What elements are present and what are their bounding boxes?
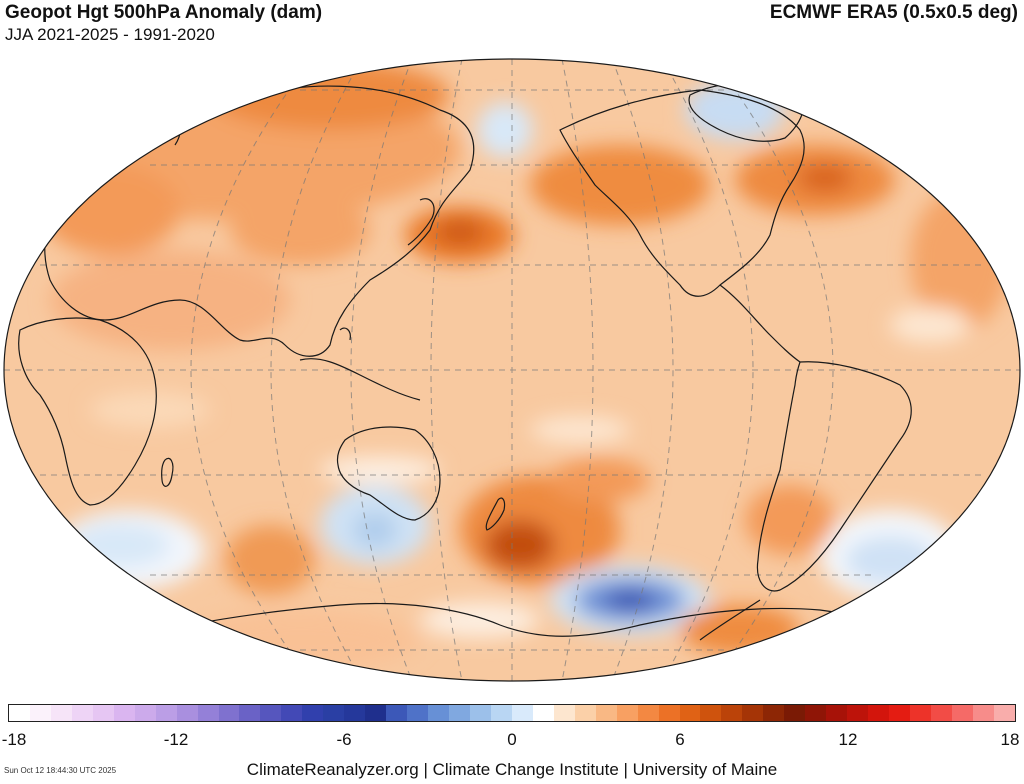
credit-footer: ClimateReanalyzer.org | Climate Change I… (246, 760, 778, 779)
colorbar-cell (574, 705, 596, 721)
colorbar-cell (805, 705, 827, 721)
anomaly-map (3, 58, 1021, 682)
colorbar-tick-label: -6 (336, 730, 352, 749)
colorbar-cell (700, 705, 722, 721)
graticule (4, 59, 1020, 681)
colorbar-cell (763, 705, 785, 721)
colorbar-cell (679, 705, 701, 721)
colorbar (8, 704, 1016, 722)
render-timestamp: Sun Oct 12 18:44:30 UTC 2025 (4, 766, 117, 775)
colorbar-cell (826, 705, 848, 721)
colorbar-cell (134, 705, 156, 721)
colorbar-cell (930, 705, 952, 721)
colorbar-cell (9, 705, 30, 721)
colorbar-tick-label: 0 (507, 730, 517, 749)
colorbar-cell (868, 705, 890, 721)
colorbar-cell (344, 705, 366, 721)
colorbar-cell (428, 705, 450, 721)
colorbar-cell (407, 705, 429, 721)
colorbar-cell (302, 705, 324, 721)
colorbar-cell (889, 705, 910, 721)
colorbar-cell (490, 705, 512, 721)
colorbar-cell (155, 705, 177, 721)
colorbar-cell (71, 705, 93, 721)
colorbar-cell (449, 705, 470, 721)
colorbar-cell (50, 705, 72, 721)
colorbar-cell (972, 705, 994, 721)
map-title: Geopot Hgt 500hPa Anomaly (dam) (5, 2, 323, 23)
colorbar-cell (92, 705, 114, 721)
coastlines (18, 81, 941, 641)
colorbar-cell (29, 705, 51, 721)
colorbar-cell (721, 705, 743, 721)
colorbar-cell (239, 705, 261, 721)
colorbar-cell (637, 705, 659, 721)
colorbar-tick-label: 6 (675, 730, 685, 749)
colorbar-tick-label: -12 (163, 730, 189, 749)
colorbar-cell (784, 705, 806, 721)
colorbar-cell (469, 705, 491, 721)
colorbar-cell (595, 705, 617, 721)
colorbar-cell (658, 705, 680, 721)
colorbar-cell (993, 705, 1015, 721)
colorbar-cell (553, 705, 575, 721)
colorbar-cell (386, 705, 408, 721)
colorbar-cell (616, 705, 638, 721)
anomaly-blobs (4, 60, 1010, 670)
colorbar-cell (176, 705, 198, 721)
map-subtitle: JJA 2021-2025 - 1991-2020 (5, 25, 215, 44)
colorbar-tick-label: 12 (838, 730, 858, 749)
colorbar-cell (323, 705, 345, 721)
colorbar-cell (847, 705, 869, 721)
colorbar-cell (909, 705, 931, 721)
colorbar-cell (532, 705, 554, 721)
colorbar-cell (742, 705, 764, 721)
colorbar-cell (951, 705, 973, 721)
anomaly-field (4, 59, 1020, 681)
colorbar-cell (197, 705, 219, 721)
globe-border (3, 58, 1021, 682)
colorbar-cell (365, 705, 387, 721)
data-source-label: ECMWF ERA5 (0.5x0.5 deg) (769, 2, 1018, 23)
colorbar-cell (218, 705, 240, 721)
colorbar-cell (260, 705, 282, 721)
colorbar-tick-label: 18 (1000, 730, 1020, 749)
colorbar-cell (511, 705, 533, 721)
colorbar-ticks: -18 -12 -6 0 6 12 18 (0, 730, 1024, 752)
colorbar-cell (281, 705, 303, 721)
colorbar-tick-label: -18 (1, 730, 27, 749)
colorbar-cell (113, 705, 135, 721)
